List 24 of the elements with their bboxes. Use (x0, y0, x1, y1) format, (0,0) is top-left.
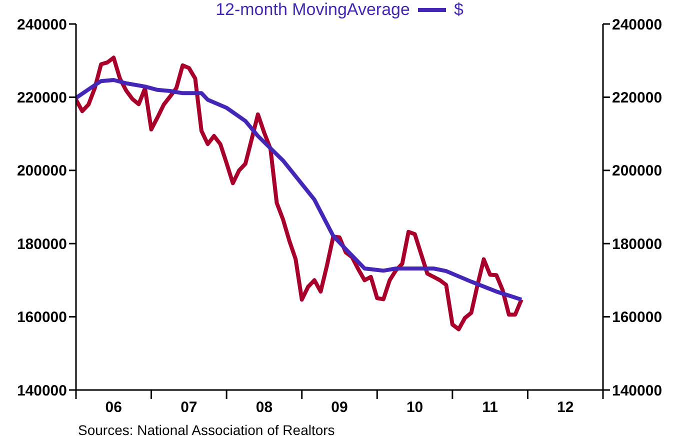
y2-tick-label: 200000 (612, 162, 662, 180)
y2-tick-label: 140000 (612, 382, 662, 400)
source-note: Sources: National Association of Realtors (78, 422, 335, 438)
y-tick-label: 200000 (16, 162, 67, 180)
x-tick-label: 09 (331, 399, 348, 416)
x-tick-label: 07 (180, 399, 198, 416)
y2-tick-label: 180000 (612, 236, 662, 253)
x-tick-label: 08 (256, 399, 273, 416)
y-tick-label: 160000 (16, 309, 67, 326)
y-tick-label: 240000 (16, 16, 67, 34)
line-series (76, 56, 524, 332)
y2-tick-label: 160000 (612, 309, 662, 326)
x-tick-label: 11 (482, 399, 498, 416)
y-tick-label: 220000 (16, 90, 67, 107)
y-tick-label: 140000 (16, 382, 67, 400)
legend-label: 12-month MovingAverage (216, 0, 410, 20)
text: $ (454, 0, 464, 20)
y2-tick-label: 220000 (612, 90, 662, 107)
x-tick-label: 12 (557, 399, 574, 416)
y-tick-label: 180000 (16, 236, 67, 253)
x-tick-label: 06 (105, 399, 122, 416)
line-series (76, 78, 524, 302)
x-tick-label: 10 (406, 399, 424, 416)
y2-tick-label: 240000 (612, 16, 662, 34)
